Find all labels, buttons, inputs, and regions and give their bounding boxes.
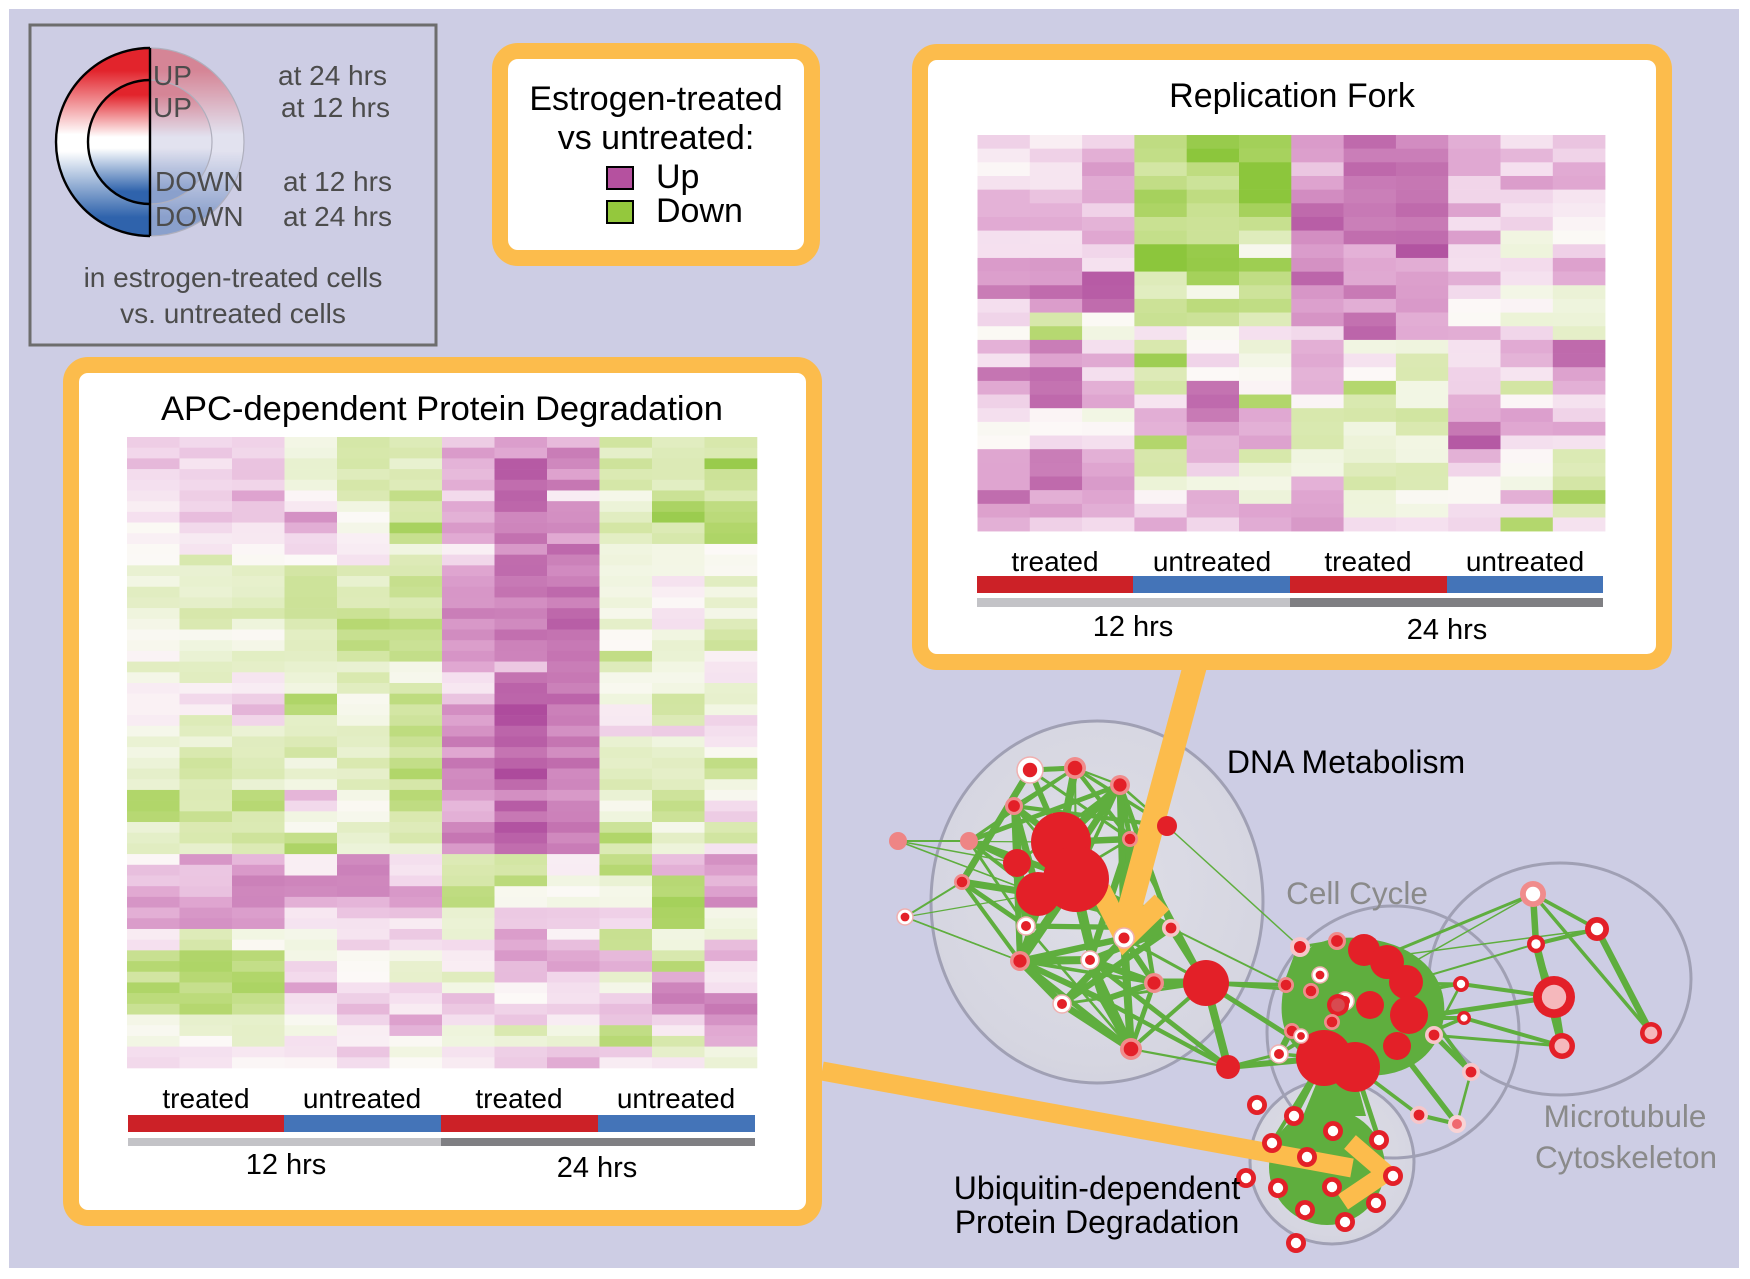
svg-text:untreated: untreated [617,1083,735,1114]
svg-text:at 24 hrs: at 24 hrs [278,60,387,91]
svg-text:DOWN: DOWN [155,166,244,197]
svg-text:treated: treated [1011,546,1098,577]
svg-text:12 hrs: 12 hrs [246,1149,327,1181]
svg-text:UP: UP [153,60,192,91]
svg-text:Up: Up [656,158,699,196]
svg-text:at 24 hrs: at 24 hrs [283,201,392,232]
svg-text:DNA Metabolism: DNA Metabolism [1227,744,1465,780]
svg-text:24 hrs: 24 hrs [557,1152,638,1184]
svg-text:treated: treated [1324,546,1411,577]
svg-text:Ubiquitin-dependent: Ubiquitin-dependent [954,1170,1241,1206]
svg-text:untreated: untreated [1466,546,1584,577]
svg-text:Protein Degradation: Protein Degradation [955,1204,1240,1240]
svg-text:at 12 hrs: at 12 hrs [281,92,390,123]
svg-text:24 hrs: 24 hrs [1407,614,1488,646]
svg-text:vs. untreated cells: vs. untreated cells [120,298,346,329]
svg-text:Cytoskeleton: Cytoskeleton [1535,1139,1717,1175]
svg-text:vs untreated:: vs untreated: [558,119,755,157]
svg-text:untreated: untreated [1153,546,1271,577]
svg-text:DOWN: DOWN [155,201,244,232]
svg-text:APC-dependent Protein Degradat: APC-dependent Protein Degradation [161,390,723,428]
svg-text:in estrogen-treated cells: in estrogen-treated cells [84,262,383,293]
svg-text:Down: Down [656,192,743,230]
svg-text:Cell Cycle: Cell Cycle [1286,875,1428,911]
svg-text:Estrogen-treated: Estrogen-treated [529,80,782,118]
svg-text:at 12 hrs: at 12 hrs [283,166,392,197]
svg-text:treated: treated [162,1083,249,1114]
svg-text:Replication Fork: Replication Fork [1169,77,1416,115]
svg-text:UP: UP [153,92,192,123]
svg-text:Microtubule: Microtubule [1544,1098,1707,1134]
svg-text:untreated: untreated [303,1083,421,1114]
svg-text:12 hrs: 12 hrs [1093,611,1174,643]
svg-text:treated: treated [475,1083,562,1114]
